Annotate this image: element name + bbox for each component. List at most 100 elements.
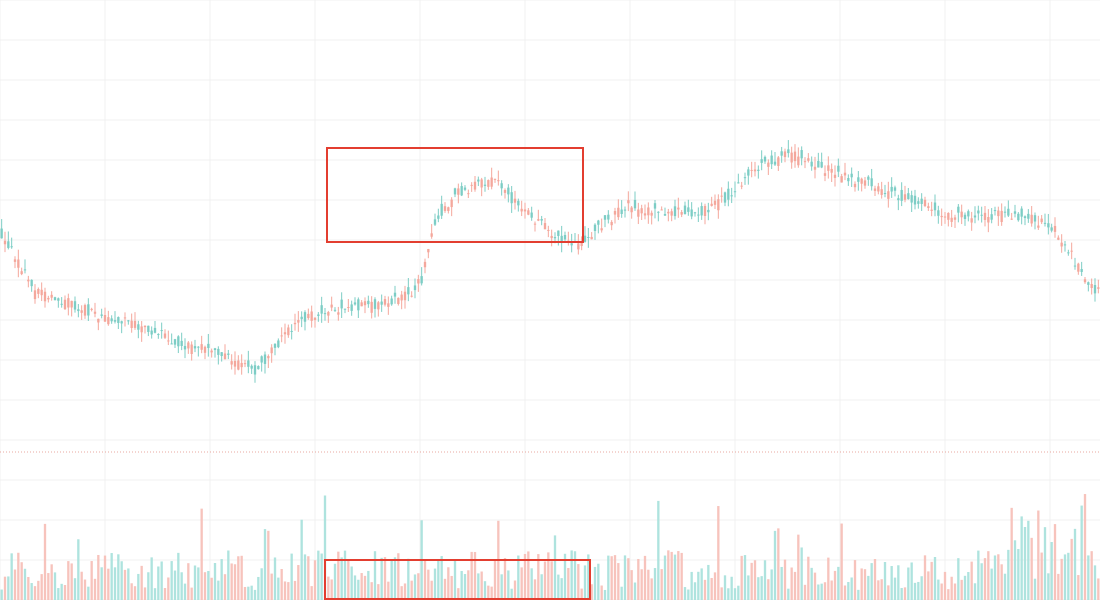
volume-bar: [740, 555, 743, 600]
candle-body: [777, 157, 780, 166]
volume-bar: [97, 554, 100, 600]
candle-body: [293, 322, 297, 325]
volume-bar: [157, 566, 160, 600]
volume-bar: [873, 559, 877, 600]
volume-bar: [550, 561, 553, 600]
candle-body: [240, 362, 243, 368]
candle-body: [680, 212, 683, 215]
volume-bar: [280, 568, 283, 600]
candle-body: [800, 150, 803, 159]
candle-body: [267, 356, 270, 359]
candle-body: [753, 169, 757, 172]
volume-bar: [323, 495, 327, 600]
candle-body: [340, 299, 343, 309]
candle-body: [763, 156, 767, 162]
candle-body: [790, 152, 793, 163]
candle-body: [827, 165, 830, 171]
volume-bar: [1020, 516, 1023, 600]
candle-body: [833, 174, 837, 178]
candle-body: [887, 191, 890, 199]
volume-bar: [1030, 537, 1033, 600]
candle-body: [957, 206, 960, 213]
volume-bar: [1090, 551, 1093, 600]
volume-bar: [283, 581, 287, 600]
candle-body: [917, 201, 920, 204]
volume-bar: [563, 553, 567, 600]
candle-body: [80, 310, 83, 313]
candle-body: [1067, 252, 1070, 254]
volume-bar: [440, 556, 443, 600]
candle-body: [283, 332, 287, 335]
volume-bar: [193, 565, 197, 600]
volume-bar: [270, 573, 273, 600]
volume-bar: [663, 555, 667, 600]
candle-body: [323, 313, 327, 315]
volume-bar: [447, 567, 450, 600]
volume-bar: [837, 566, 840, 600]
candle-body: [527, 210, 530, 215]
volume-bar: [230, 563, 233, 600]
volume-bar: [713, 572, 717, 600]
volume-bar: [620, 586, 623, 600]
volume-bar: [207, 570, 210, 600]
volume-bar: [1007, 549, 1010, 600]
volume-bar: [897, 565, 900, 600]
volume-bar: [77, 539, 80, 600]
volume-bar: [10, 553, 13, 600]
volume-bar: [257, 576, 260, 600]
volume-bar: [1093, 565, 1097, 600]
candle-body: [727, 188, 730, 200]
candle-body: [313, 317, 317, 320]
volume-bar: [407, 558, 410, 600]
volume-bar: [443, 578, 447, 600]
candle-body: [820, 161, 823, 168]
candle-body: [290, 330, 293, 332]
candle-body: [63, 299, 67, 310]
candle-body: [253, 365, 257, 375]
volume-bar: [297, 565, 300, 600]
candle-body: [1007, 208, 1010, 216]
volume-bar: [707, 564, 710, 600]
candle-body: [583, 235, 587, 242]
volume-bar: [170, 561, 173, 600]
volume-bar: [543, 561, 547, 600]
volume-bar: [940, 583, 943, 600]
volume-bar: [80, 571, 83, 600]
volume-bar: [547, 552, 550, 600]
candle-body: [587, 237, 590, 239]
candle-body: [843, 172, 847, 176]
volume-bar: [507, 570, 510, 600]
candle-body: [403, 291, 407, 301]
volume-bar: [397, 553, 400, 600]
volume-bar: [503, 557, 507, 600]
volume-bar: [50, 564, 53, 600]
candle-body: [893, 187, 897, 191]
candle-body: [707, 209, 710, 213]
volume-bar: [747, 575, 750, 600]
candle-body: [710, 203, 713, 206]
volume-bar: [1003, 573, 1007, 600]
volume-bar: [237, 556, 240, 600]
volume-bar: [340, 557, 343, 600]
candle-body: [923, 199, 927, 207]
volume-bar: [143, 587, 147, 600]
volume-bar: [53, 572, 57, 600]
candle-body: [747, 169, 750, 176]
volume-bar: [400, 586, 403, 600]
volume-bar: [590, 584, 593, 600]
candle-body: [307, 313, 310, 319]
candle-body: [687, 207, 690, 212]
volume-bar: [1040, 552, 1043, 600]
candle-body: [423, 261, 427, 268]
volume-bar: [227, 550, 230, 600]
volume-bar: [20, 562, 23, 600]
volume-bar: [27, 576, 30, 600]
volume-bar: [473, 551, 477, 600]
candle-body: [1037, 225, 1040, 228]
candle-body: [427, 249, 430, 253]
volume-bar: [17, 552, 20, 600]
candle-body: [920, 198, 923, 204]
candle-body: [557, 230, 560, 236]
